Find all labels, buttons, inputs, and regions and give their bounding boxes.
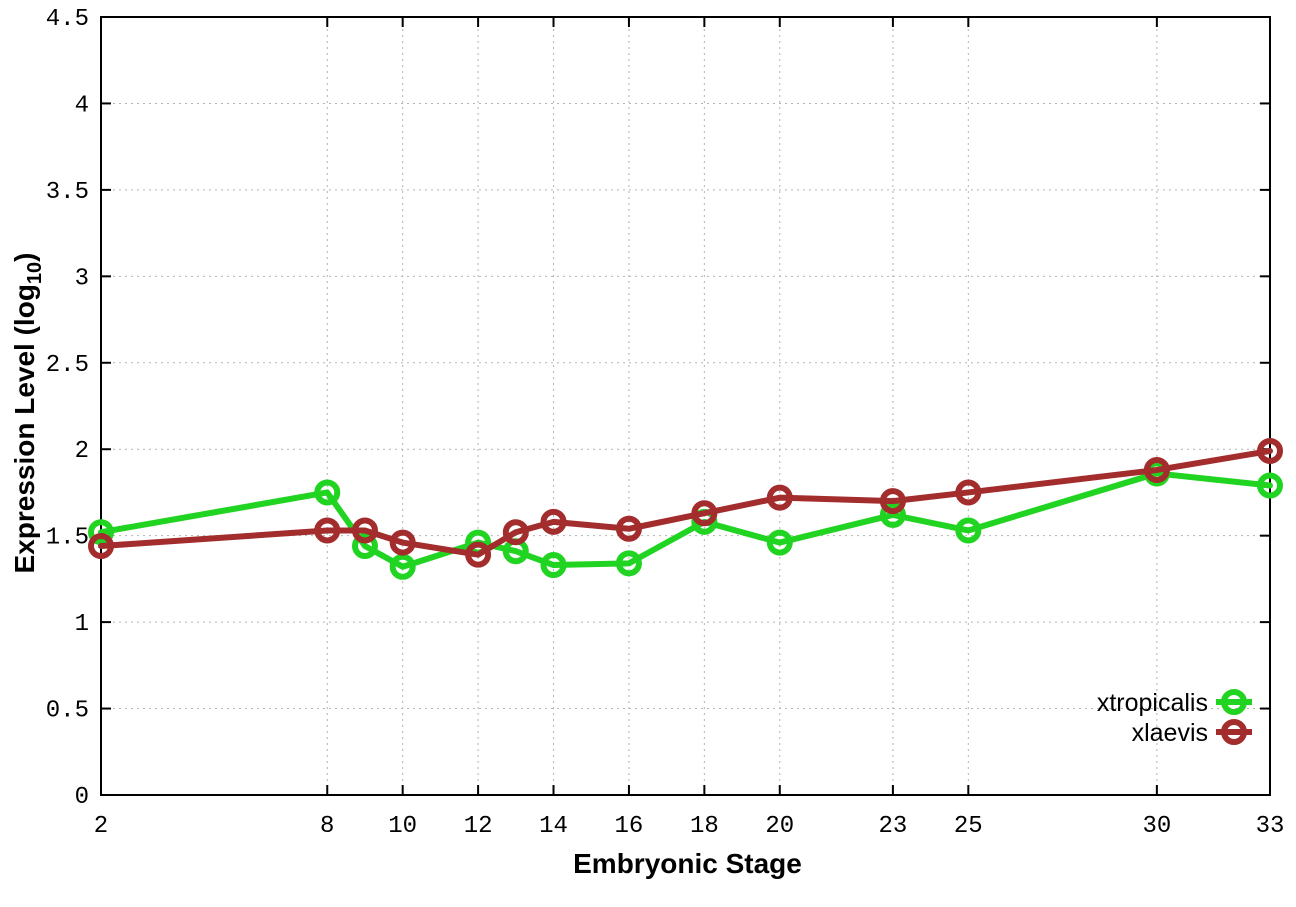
y-axis-title: Expression Level (log10): [9, 253, 46, 574]
data-point-marker-xtropicalis: [955, 517, 982, 544]
data-point-marker-xtropicalis: [389, 553, 416, 580]
data-point-marker-xlaevis: [955, 479, 982, 506]
x-tick-label: 33: [1256, 813, 1285, 840]
data-point-marker-xlaevis: [1257, 437, 1283, 464]
y-tick-label: 1: [75, 611, 89, 638]
x-tick-label: 12: [464, 813, 493, 840]
data-point-marker-xtropicalis: [88, 519, 114, 546]
x-tick-label: 10: [388, 813, 417, 840]
y-tick-label: 2.5: [46, 352, 89, 379]
data-point-marker-xtropicalis: [615, 550, 642, 577]
data-point-marker-xlaevis: [351, 517, 378, 544]
data-point-marker-xlaevis: [879, 488, 906, 515]
y-tick-label: 3: [75, 265, 89, 292]
data-point-marker-xlaevis: [389, 529, 416, 556]
data-point-marker-xlaevis: [691, 500, 718, 527]
data-point-marker-xtropicalis: [766, 529, 793, 556]
x-tick-label: 23: [878, 813, 907, 840]
y-tick-label: 0: [75, 784, 89, 811]
data-point-marker-xlaevis: [314, 517, 341, 544]
legend-marker-xtropicalis: [1221, 689, 1247, 715]
data-point-marker-xtropicalis: [540, 552, 567, 579]
y-tick-label: 4.5: [46, 6, 89, 33]
x-axis-title: Embryonic Stage: [573, 848, 802, 879]
data-point-marker-xtropicalis: [351, 533, 378, 560]
x-tick-label: 20: [765, 813, 794, 840]
x-tick-label: 18: [690, 813, 719, 840]
x-tick-label: 25: [954, 813, 983, 840]
x-tick-label: 16: [615, 813, 644, 840]
data-point-marker-xtropicalis: [879, 501, 906, 528]
y-tick-label: 3.5: [46, 179, 89, 206]
legend-label-xtropicalis: xtropicalis: [1097, 689, 1208, 717]
x-tick-label: 14: [539, 813, 568, 840]
data-point-marker-xtropicalis: [1257, 472, 1283, 499]
x-tick-label: 8: [320, 813, 334, 840]
data-point-marker-xlaevis: [465, 541, 492, 568]
data-point-marker-xlaevis: [615, 515, 642, 542]
y-tick-label: 0.5: [46, 698, 89, 725]
data-point-marker-xlaevis: [1143, 456, 1170, 483]
data-point-marker-xtropicalis: [314, 479, 341, 506]
legend-label-xlaevis: xlaevis: [1132, 719, 1208, 747]
x-tick-label: 2: [94, 813, 108, 840]
data-point-marker-xlaevis: [766, 484, 793, 511]
data-point-marker-xlaevis: [502, 519, 529, 546]
plot-border: [100, 16, 1271, 796]
y-tick-label: 2: [75, 438, 89, 465]
y-tick-label: 1.5: [46, 525, 89, 552]
x-tick-label: 30: [1142, 813, 1171, 840]
data-point-marker-xlaevis: [88, 533, 114, 560]
data-point-marker-xlaevis: [540, 508, 567, 535]
y-tick-label: 4: [75, 92, 89, 119]
legend-marker-xlaevis: [1221, 719, 1247, 745]
